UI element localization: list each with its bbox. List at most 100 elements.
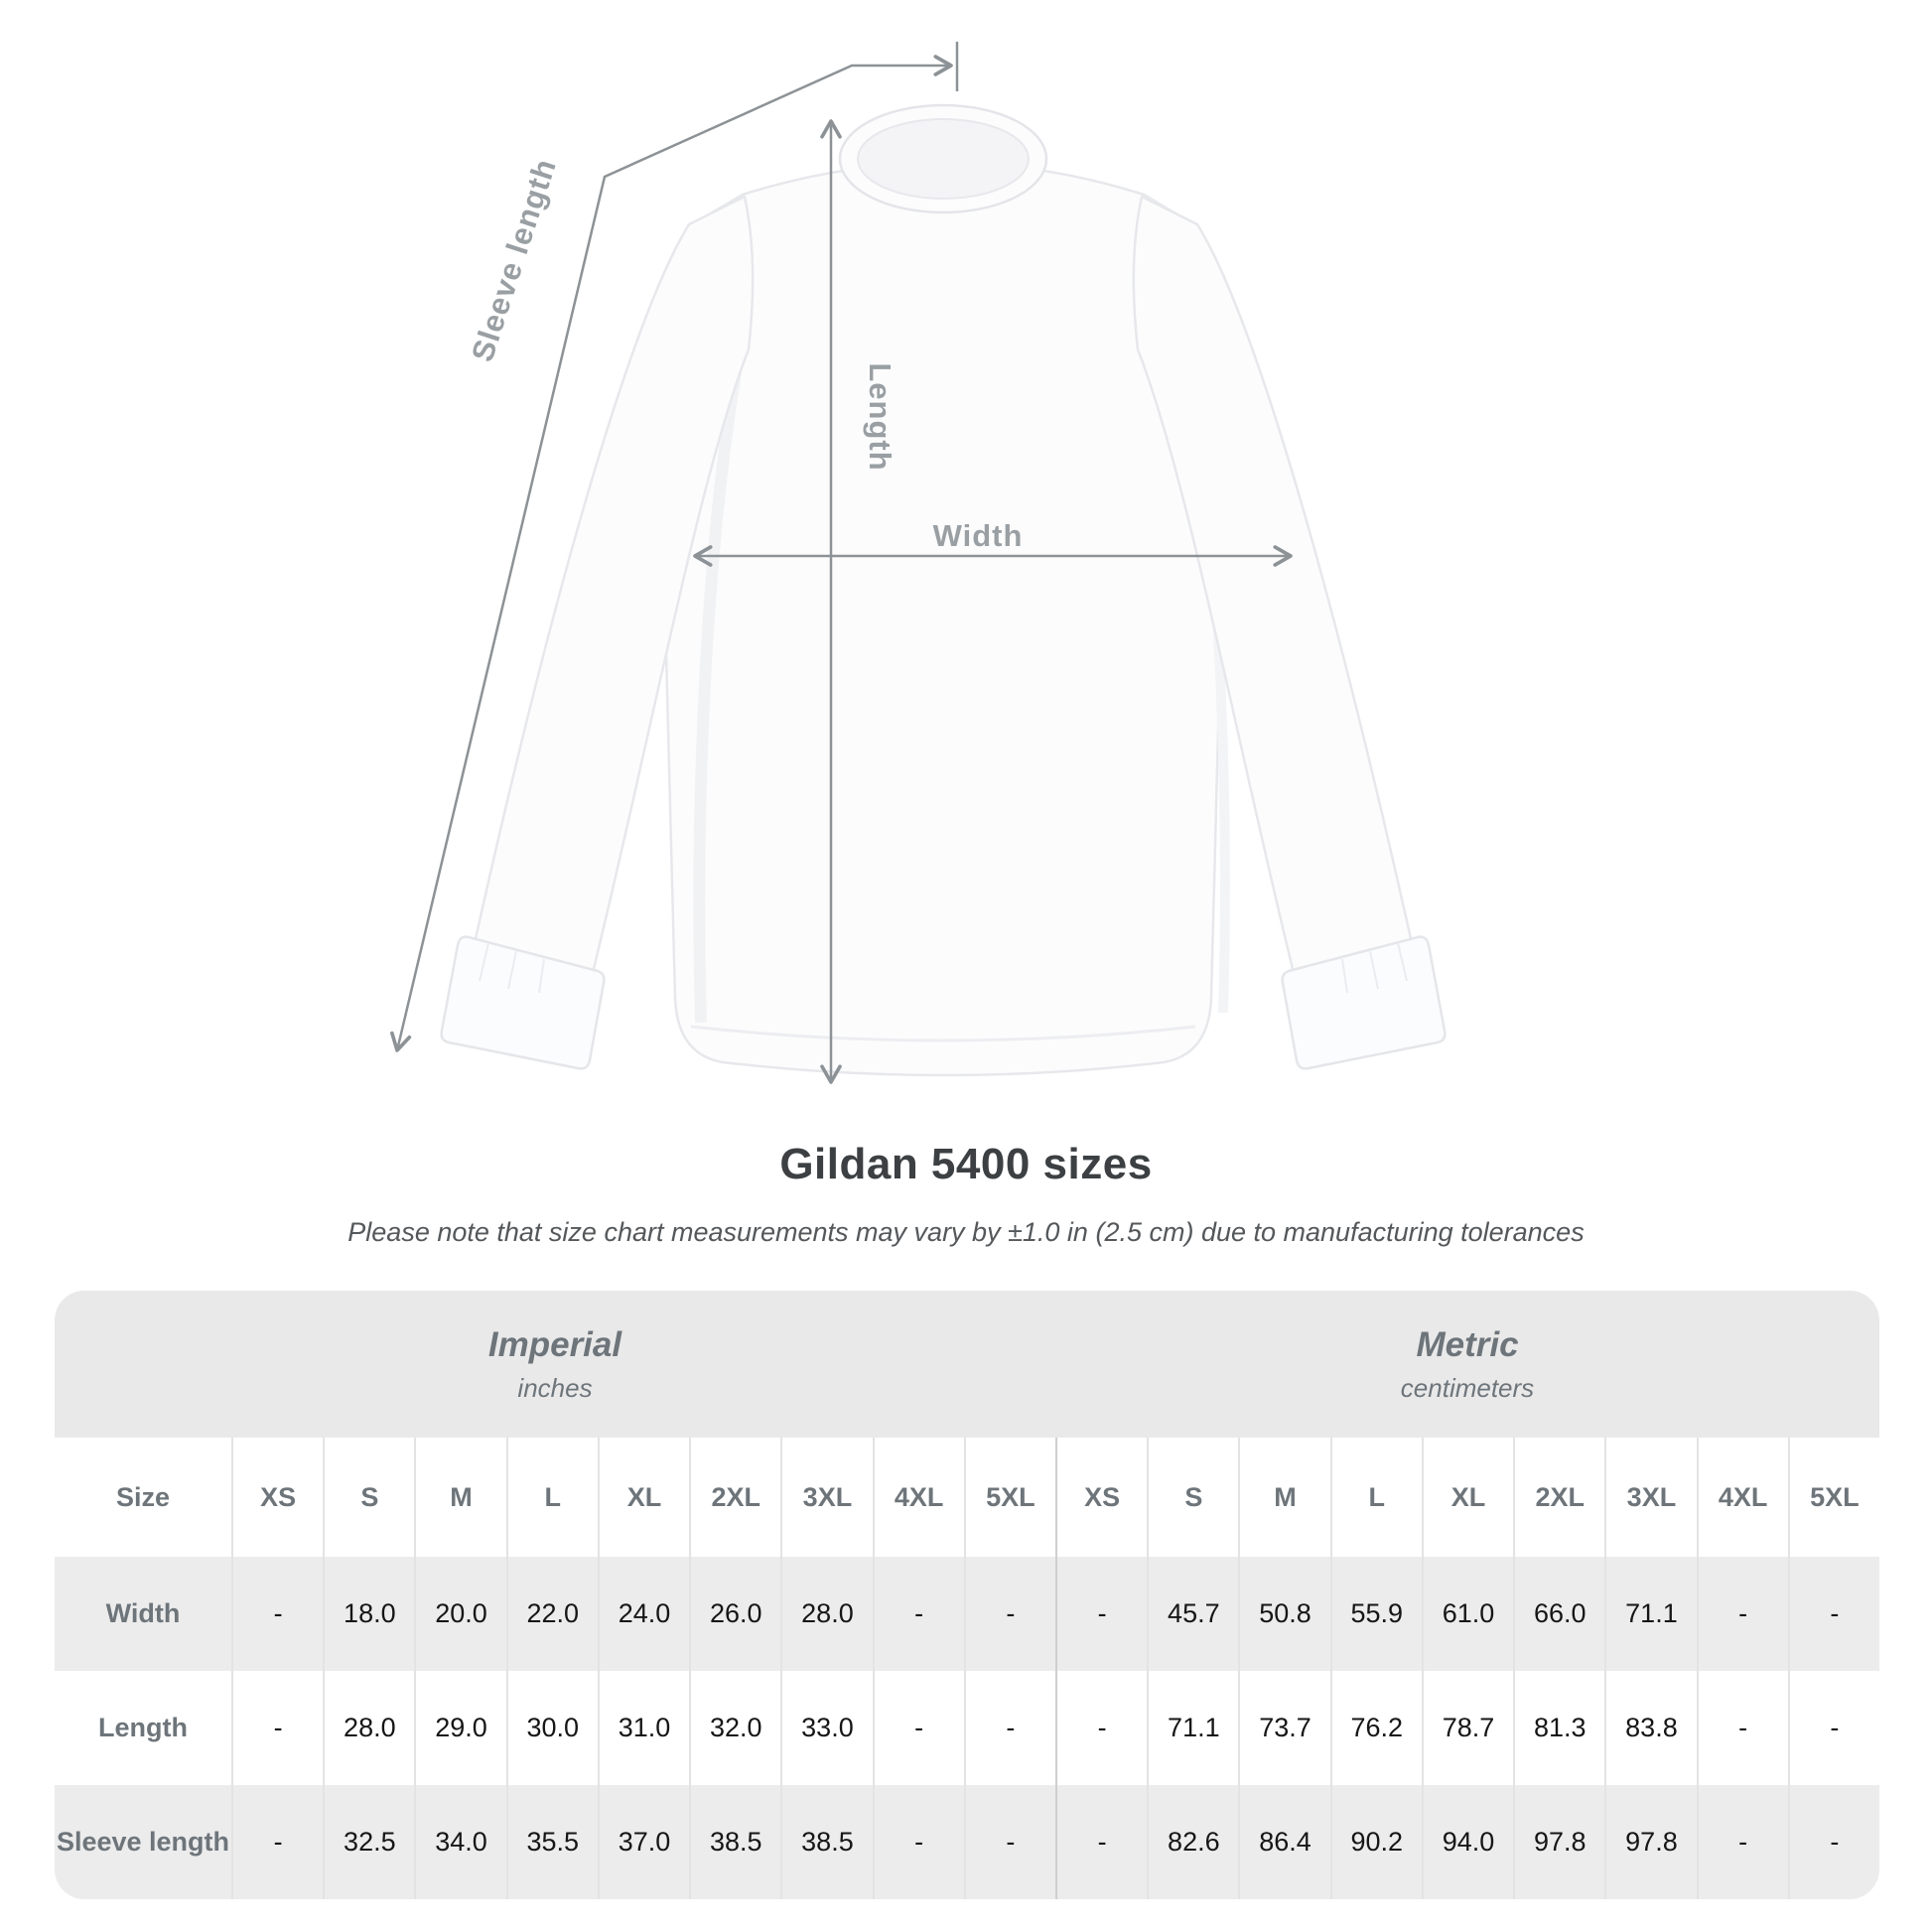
size-col-header-imperial-4xl: 4XL — [872, 1438, 964, 1557]
imperial-unit-label: inches — [517, 1372, 593, 1403]
value-imperial-5xl: - — [963, 1557, 1055, 1671]
value-imperial-xl: 31.0 — [597, 1671, 689, 1785]
shirt-measurement-diagram: Sleeve length Length Width — [390, 42, 1447, 1084]
value-imperial-l: 30.0 — [505, 1671, 598, 1785]
size-col-header-imperial-m: M — [414, 1438, 505, 1557]
value-metric-4xl: - — [1696, 1557, 1788, 1671]
size-col-header-metric-m: M — [1238, 1438, 1329, 1557]
value-metric-xs: - — [1054, 1671, 1147, 1785]
value-imperial-m: 20.0 — [414, 1557, 505, 1671]
value-imperial-3xl: 28.0 — [780, 1557, 872, 1671]
size-table: Imperial inches Metric centimeters Size … — [55, 1291, 1879, 1899]
metric-label: Metric — [1416, 1324, 1519, 1364]
value-imperial-xl: 24.0 — [597, 1557, 689, 1671]
tolerance-note: Please note that size chart measurements… — [347, 1217, 1585, 1247]
size-col-header-imperial-2xl: 2XL — [689, 1438, 780, 1557]
size-col-header-imperial-l: L — [505, 1438, 598, 1557]
row-label-sleeve-length: Sleeve length — [56, 1827, 230, 1857]
value-imperial-l: 35.5 — [505, 1785, 598, 1899]
value-metric-xl: 78.7 — [1421, 1671, 1513, 1785]
value-metric-s: 82.6 — [1147, 1785, 1238, 1899]
size-col-header-metric-xl: XL — [1421, 1438, 1513, 1557]
size-table-body: Width -18.0 20.0 22.0 24.0 26.0 28.0- - -45.7 50.… — [55, 1557, 1879, 1899]
size-col-header-metric-2xl: 2XL — [1513, 1438, 1604, 1557]
value-imperial-4xl: - — [872, 1557, 964, 1671]
size-col-header-metric-s: S — [1147, 1438, 1238, 1557]
measurement-row-length: Length -28.0 29.0 30.0 31.0 32.0 33.0- - -71.1 73… — [55, 1671, 1879, 1785]
value-imperial-3xl: 33.0 — [780, 1671, 872, 1785]
width-label: Width — [932, 518, 1024, 553]
size-col-header-imperial-s: S — [323, 1438, 414, 1557]
size-col-header-metric-3xl: 3XL — [1604, 1438, 1696, 1557]
value-metric-l: 55.9 — [1329, 1557, 1422, 1671]
row-label-length: Length — [98, 1713, 188, 1742]
value-imperial-4xl: - — [872, 1671, 964, 1785]
value-imperial-xs: - — [231, 1557, 323, 1671]
value-imperial-s: 18.0 — [323, 1557, 414, 1671]
size-col-header-metric-xs: XS — [1054, 1438, 1147, 1557]
length-label: Length — [863, 362, 897, 472]
unit-groups-row: Imperial inches Metric centimeters — [55, 1291, 1879, 1438]
size-header-row: Size XS S M L XL 2XL 3XL 4XL 5XL XS S M L XL 2XL 3XL 4XL… — [55, 1438, 1879, 1557]
value-metric-4xl: - — [1696, 1785, 1788, 1899]
value-imperial-s: 28.0 — [323, 1671, 414, 1785]
value-metric-xs: - — [1054, 1785, 1147, 1899]
value-metric-2xl: 81.3 — [1513, 1671, 1604, 1785]
value-imperial-2xl: 26.0 — [689, 1557, 780, 1671]
value-imperial-5xl: - — [963, 1785, 1055, 1899]
value-metric-5xl: - — [1787, 1671, 1879, 1785]
long-sleeve-shirt-illustration — [390, 42, 1447, 1084]
value-metric-m: 86.4 — [1238, 1785, 1329, 1899]
value-imperial-l: 22.0 — [505, 1557, 598, 1671]
value-imperial-m: 29.0 — [414, 1671, 505, 1785]
value-metric-xl: 61.0 — [1421, 1557, 1513, 1671]
size-col-header-imperial-3xl: 3XL — [780, 1438, 872, 1557]
imperial-label: Imperial — [487, 1324, 622, 1364]
metric-unit-label: centimeters — [1400, 1372, 1535, 1403]
value-metric-m: 50.8 — [1238, 1557, 1329, 1671]
value-imperial-xl: 37.0 — [597, 1785, 689, 1899]
value-imperial-2xl: 32.0 — [689, 1671, 780, 1785]
value-imperial-s: 32.5 — [323, 1785, 414, 1899]
imperial-unit-group: Imperial inches — [55, 1291, 1055, 1438]
value-metric-s: 71.1 — [1147, 1671, 1238, 1785]
value-metric-2xl: 97.8 — [1513, 1785, 1604, 1899]
right-cuff-gathers — [1341, 942, 1408, 994]
measurement-row-width: Width -18.0 20.0 22.0 24.0 26.0 28.0- - -45.7 50.… — [55, 1557, 1879, 1671]
size-col-header-imperial-5xl: 5XL — [963, 1438, 1055, 1557]
value-imperial-5xl: - — [963, 1671, 1055, 1785]
value-metric-4xl: - — [1696, 1671, 1788, 1785]
size-col-header-imperial-xl: XL — [597, 1438, 689, 1557]
sleeve-length-arrow — [390, 55, 953, 1052]
value-imperial-4xl: - — [872, 1785, 964, 1899]
size-col-header-metric-5xl: 5XL — [1787, 1438, 1879, 1557]
value-metric-xl: 94.0 — [1421, 1785, 1513, 1899]
value-metric-xs: - — [1054, 1557, 1147, 1671]
value-metric-2xl: 66.0 — [1513, 1557, 1604, 1671]
shirt-collar-inner — [857, 118, 1030, 200]
value-imperial-2xl: 38.5 — [689, 1785, 780, 1899]
metric-unit-group: Metric centimeters — [1055, 1291, 1879, 1438]
value-metric-5xl: - — [1787, 1557, 1879, 1671]
measurement-row-sleeve-length: Sleeve length -32.5 34.0 35.5 37.0 38.5 38.5- -… — [55, 1785, 1879, 1899]
value-imperial-m: 34.0 — [414, 1785, 505, 1899]
value-metric-l: 90.2 — [1329, 1785, 1422, 1899]
value-metric-s: 45.7 — [1147, 1557, 1238, 1671]
size-col-header-metric-l: L — [1329, 1438, 1422, 1557]
value-imperial-3xl: 38.5 — [780, 1785, 872, 1899]
size-column-header: Size — [115, 1481, 171, 1512]
value-metric-m: 73.7 — [1238, 1671, 1329, 1785]
page-title: Gildan 5400 sizes — [779, 1140, 1153, 1188]
size-col-header-imperial-xs: XS — [231, 1438, 323, 1557]
row-label-width: Width — [105, 1598, 181, 1628]
value-imperial-xs: - — [231, 1785, 323, 1899]
value-imperial-xs: - — [231, 1671, 323, 1785]
value-metric-3xl: 83.8 — [1604, 1671, 1696, 1785]
value-metric-5xl: - — [1787, 1785, 1879, 1899]
value-metric-l: 76.2 — [1329, 1671, 1422, 1785]
size-col-header-metric-4xl: 4XL — [1696, 1438, 1788, 1557]
shirt-right-sleeve — [1132, 195, 1414, 979]
value-metric-3xl: 71.1 — [1604, 1557, 1696, 1671]
value-metric-3xl: 97.8 — [1604, 1785, 1696, 1899]
